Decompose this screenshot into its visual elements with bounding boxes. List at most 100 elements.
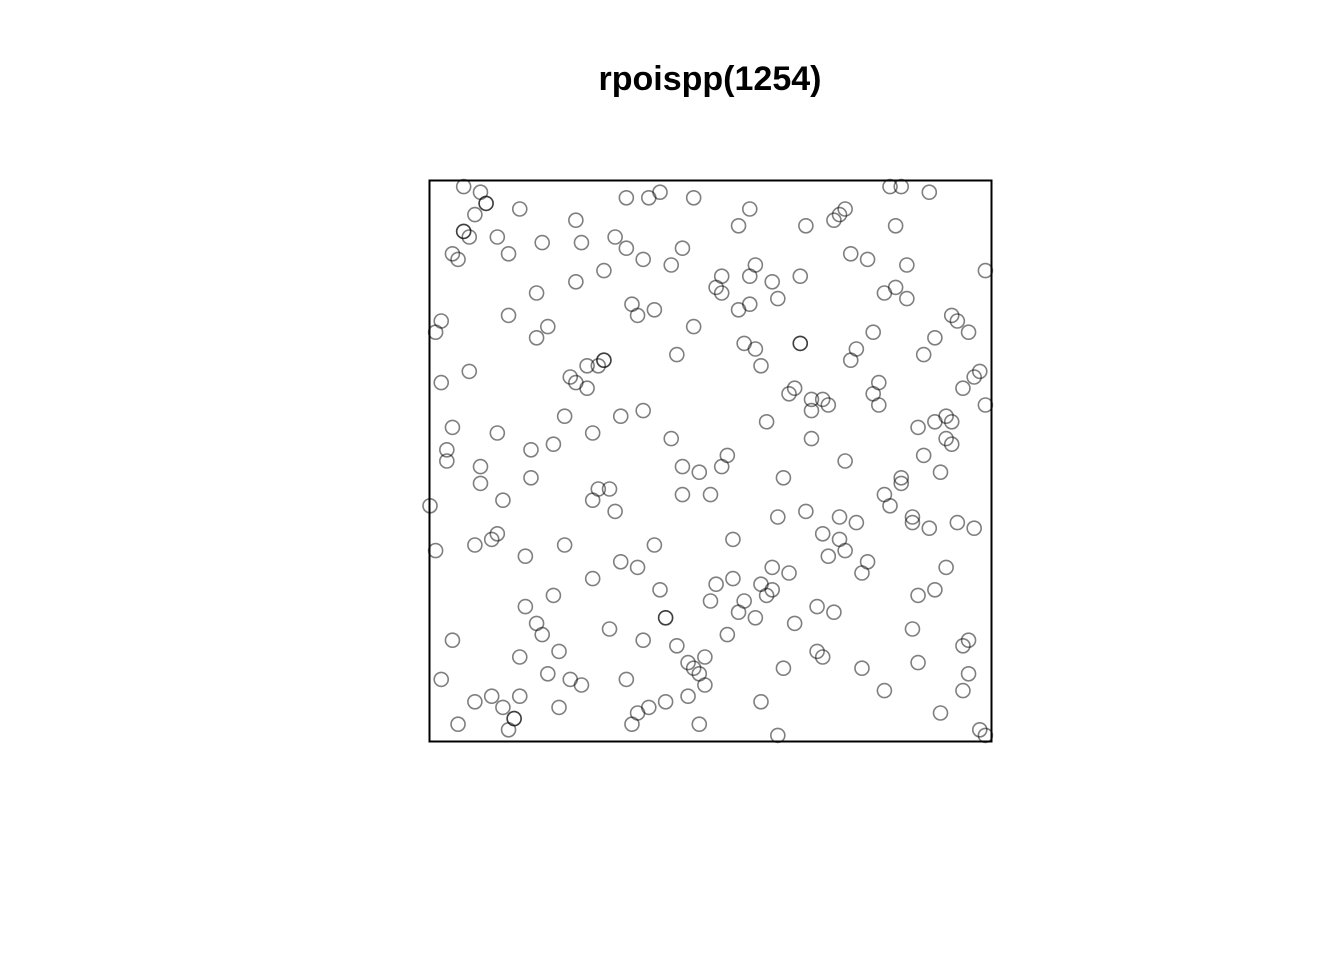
point [467,206,483,223]
point [618,671,635,688]
point [646,301,663,318]
point [719,447,736,464]
point [584,492,601,509]
point [489,425,506,441]
point [725,570,741,587]
point [753,693,769,710]
point [971,721,988,738]
point [517,598,534,615]
point [865,324,881,341]
point [854,660,870,677]
point [730,218,747,234]
point [635,402,651,419]
point [551,699,567,716]
point [719,626,736,643]
point [697,649,713,665]
point [652,184,668,200]
point [977,262,994,279]
point [612,553,629,570]
point [910,419,926,436]
point [545,587,562,604]
point [876,682,893,699]
point [764,273,781,290]
point [786,615,803,632]
point [927,329,943,346]
point [483,688,500,705]
point [495,492,511,509]
point [770,509,786,525]
point [943,307,960,324]
point [915,346,932,363]
point [511,649,528,665]
point [809,598,825,615]
point [955,637,971,654]
point [938,559,954,576]
point [775,469,792,486]
point [584,425,601,441]
point [960,665,977,682]
point [753,357,769,374]
point [573,677,590,693]
point [450,716,466,733]
point [932,464,949,481]
point [966,369,982,385]
point [674,240,691,256]
point [859,251,876,268]
point [960,632,977,649]
point [887,218,904,234]
point [893,475,910,492]
point [809,643,825,660]
point [685,318,702,335]
point [814,391,831,408]
point [792,335,809,352]
point [472,458,489,475]
point [955,682,971,699]
point [893,469,910,486]
point [669,637,685,654]
point [725,531,741,548]
point [523,469,539,486]
point [489,525,506,542]
point [842,352,859,369]
point [455,223,472,240]
point [568,212,584,228]
point [893,178,910,195]
point [568,273,584,290]
point [915,447,932,464]
point [444,246,461,262]
point [904,514,921,531]
point [601,481,618,497]
point [444,419,461,436]
point [899,290,915,307]
point [977,397,994,413]
point [657,693,674,710]
point [669,346,685,363]
point [814,649,831,665]
point [971,363,988,380]
point [820,548,837,565]
point [607,229,623,245]
point [775,660,792,677]
point [848,514,865,531]
point [803,402,820,419]
point [826,604,842,621]
point [702,593,719,609]
point [663,257,680,273]
point [506,710,522,727]
point [657,609,674,626]
point [568,374,584,391]
point [977,727,994,744]
point [685,190,702,206]
point [472,184,489,200]
point [927,413,943,430]
point [781,385,797,402]
point [713,268,730,285]
point [590,357,607,374]
point [635,632,651,649]
point [461,229,478,245]
point [674,486,691,503]
point [786,380,803,397]
point [943,413,960,430]
